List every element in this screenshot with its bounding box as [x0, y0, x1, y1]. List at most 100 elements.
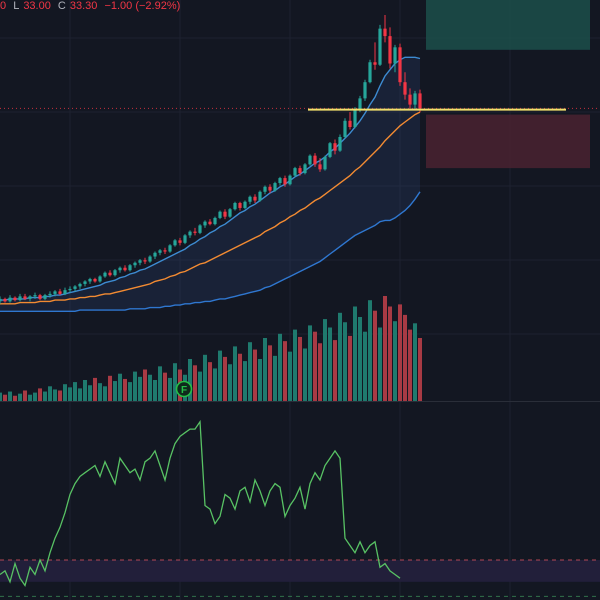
volume-bar: [373, 310, 377, 401]
volume-bar: [308, 325, 312, 401]
moving-average-lines: [0, 56, 421, 312]
candle-body: [193, 231, 197, 233]
candle-body: [3, 298, 7, 302]
candle-body: [43, 295, 47, 299]
candle-body: [203, 221, 207, 226]
volume-bar: [128, 382, 132, 401]
candle-body: [128, 265, 132, 271]
volume-bar: [188, 359, 192, 401]
volume-bar: [198, 371, 202, 401]
candle-body: [153, 252, 157, 257]
candle-body: [108, 272, 112, 276]
volume-bar: [313, 331, 317, 401]
rsi-band: [0, 560, 600, 582]
candle-body: [383, 28, 387, 37]
volume-bar: [63, 384, 67, 401]
volume-bar: [348, 335, 352, 401]
candle-body: [223, 211, 227, 217]
volume-bar: [388, 306, 392, 401]
candle-body: [328, 143, 332, 157]
candlesticks[interactable]: [0, 14, 422, 304]
low-value: 33.00: [23, 0, 51, 12]
volume-bar: [273, 355, 277, 401]
candle-body: [78, 283, 82, 287]
candle-body: [363, 82, 367, 99]
volume-bar: [363, 331, 367, 401]
candle-body: [138, 260, 142, 263]
close-value: 33.30: [69, 0, 98, 12]
volume-bar: [193, 365, 197, 401]
candle-body: [283, 178, 287, 185]
event-badge[interactable]: F: [175, 380, 193, 398]
volume-bar: [408, 329, 412, 401]
candle-body: [48, 293, 52, 296]
candle-body: [53, 291, 57, 294]
candle-body: [378, 28, 382, 65]
candle-body: [58, 291, 62, 294]
position-zones[interactable]: [426, 0, 590, 169]
volume-bar: [58, 390, 62, 401]
candle-body: [338, 136, 342, 151]
volume-bar: [0, 392, 2, 401]
candle-body: [13, 297, 17, 301]
volume-bar: [353, 306, 357, 401]
volume-bar: [228, 364, 232, 401]
volume-bar: [378, 327, 382, 401]
candle-body: [308, 155, 312, 165]
candle-body: [413, 93, 417, 105]
candle-body: [263, 186, 267, 192]
volume-bar: [83, 380, 87, 401]
volume-bar: [68, 387, 72, 401]
candle-body: [393, 47, 397, 64]
volume-bar: [123, 378, 127, 401]
volume-bar: [218, 350, 222, 401]
candle-body: [228, 209, 232, 217]
volume-bar: [108, 375, 112, 401]
candle-body: [303, 164, 307, 174]
volume-bar: [103, 386, 107, 401]
candle-body: [188, 231, 192, 236]
candle-body: [18, 296, 22, 301]
candle-body: [248, 196, 252, 202]
candle-body: [313, 155, 317, 165]
candle-body: [183, 235, 187, 243]
volume-bar: [33, 392, 37, 401]
volume-bar: [413, 323, 417, 401]
volume-bar: [323, 319, 327, 401]
volume-bar: [298, 336, 302, 401]
volume-bar: [253, 349, 257, 401]
volume-bar: [138, 376, 142, 401]
volume-bar: [113, 381, 117, 401]
volume-bar: [233, 346, 237, 401]
volume-bar: [418, 338, 422, 401]
candle-body: [408, 94, 412, 105]
volume-bar: [328, 327, 332, 401]
candle-body: [88, 278, 92, 282]
candle-body: [123, 267, 127, 271]
ohlc-legend: 0 L 33.00 C 33.30 −1.00 (−2.92%): [0, 0, 184, 14]
volume-bar: [343, 322, 347, 401]
candle-body: [73, 286, 77, 289]
volume-bar: [248, 342, 252, 401]
low-label: L: [13, 0, 20, 12]
volume-bar: [13, 395, 17, 401]
candle-body: [368, 62, 372, 83]
volume-bar: [43, 391, 47, 401]
volume-bar: [213, 368, 217, 401]
candle-body: [353, 109, 357, 128]
volume-bar: [133, 371, 137, 401]
candle-body: [418, 93, 422, 109]
volume-bar: [173, 363, 177, 401]
volume-bar: [318, 343, 322, 401]
candle-body: [323, 156, 327, 170]
volume-bar: [393, 321, 397, 401]
change-value: −1.00 (−2.92%): [104, 0, 181, 12]
volume-bar: [263, 338, 267, 401]
volume-bar: [78, 388, 82, 401]
volume-bar: [3, 394, 7, 401]
volume-bar: [163, 372, 167, 401]
candle-body: [318, 164, 322, 170]
candle-body: [168, 245, 172, 252]
